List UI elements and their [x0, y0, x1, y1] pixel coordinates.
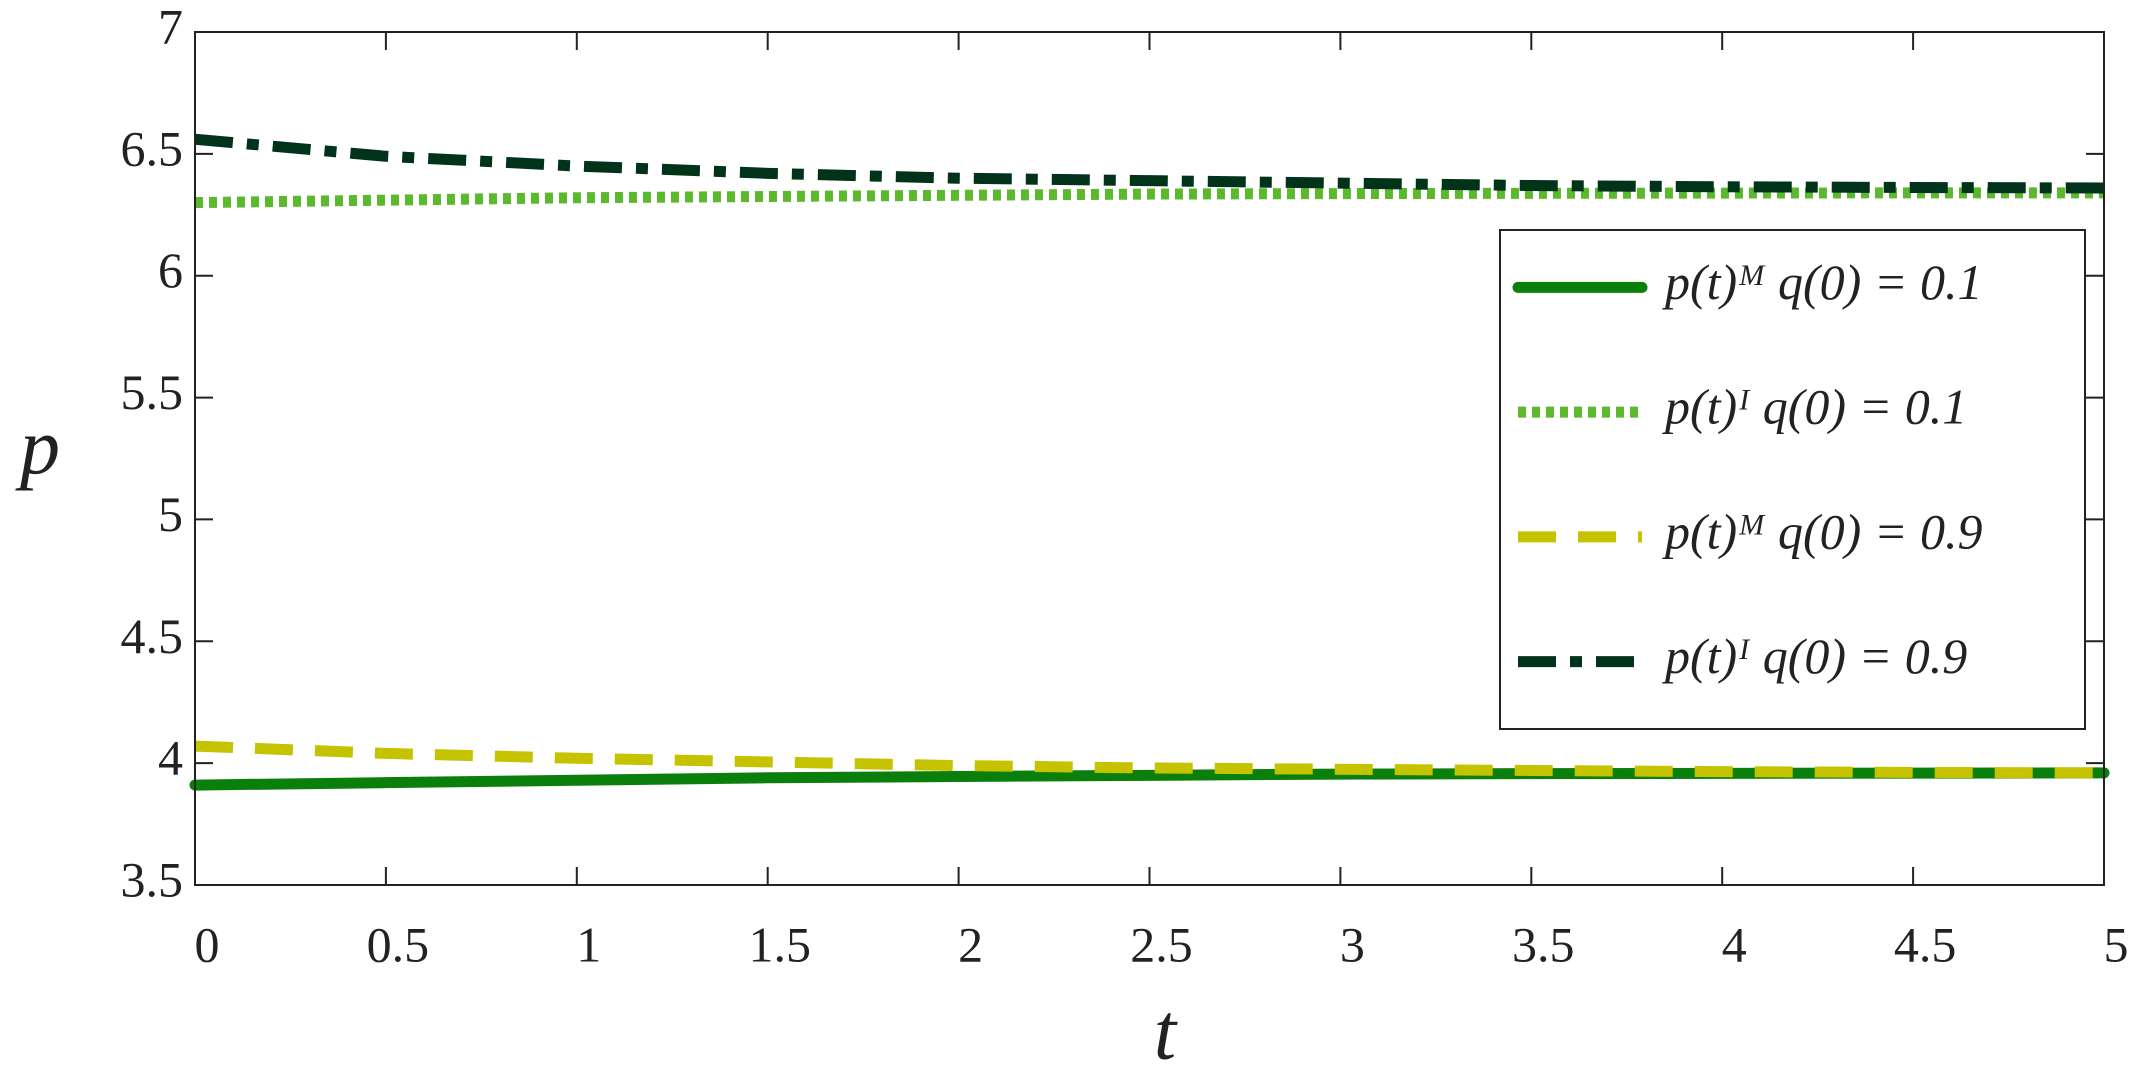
x-tick-label: 2.5: [1130, 916, 1193, 972]
x-tick-label: 3: [1340, 916, 1365, 972]
x-tick-label: 0.5: [367, 916, 430, 972]
data-line: [194, 133, 2105, 194]
y-axis-label: p: [15, 403, 60, 491]
legend-label: p(t)ᴹ q(0) = 0.9: [1662, 503, 1983, 559]
x-tick-label: 0: [195, 916, 220, 972]
x-tick-label: 4: [1722, 916, 1747, 972]
x-tick-label: 5: [2104, 916, 2129, 972]
y-tick-label: 5: [158, 486, 183, 542]
x-axis-label: t: [1154, 988, 1178, 1076]
legend-label: p(t)ᴵ q(0) = 0.9: [1662, 628, 1967, 684]
legend-label: p(t)ᴹ q(0) = 0.1: [1662, 254, 1983, 310]
data-line: [194, 187, 2104, 209]
y-tick-label: 6: [158, 242, 183, 298]
x-tick-label: 4.5: [1894, 916, 1957, 972]
y-tick-label: 4: [158, 730, 183, 786]
plot-frame: [194, 31, 2105, 886]
legend-box: [1499, 229, 2086, 730]
y-tick-label: 6.5: [121, 120, 184, 176]
y-tick-label: 3.5: [121, 851, 184, 907]
y-tick-label: 7: [158, 0, 183, 54]
data-line: [194, 740, 2105, 779]
y-tick-label: 5.5: [121, 364, 184, 420]
x-tick-label: 1: [576, 916, 601, 972]
y-tick-label: 4.5: [121, 608, 184, 664]
x-tick-label: 3.5: [1512, 916, 1575, 972]
legend-label: p(t)ᴵ q(0) = 0.1: [1662, 379, 1967, 435]
x-tick-label: 1.5: [748, 916, 811, 972]
x-tick-label: 2: [958, 916, 983, 972]
